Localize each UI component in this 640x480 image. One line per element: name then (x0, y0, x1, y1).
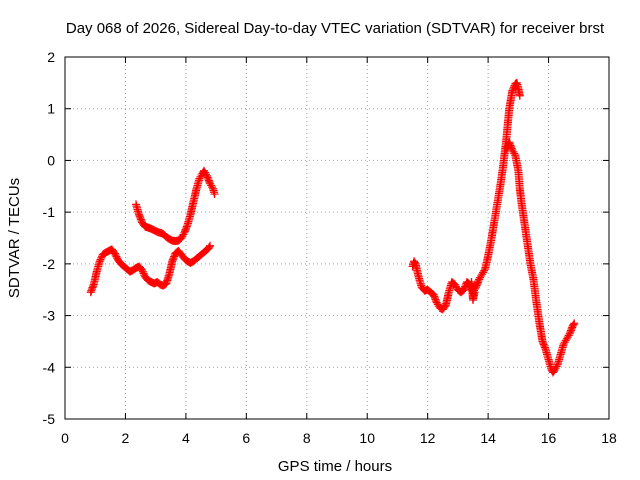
data-point (179, 230, 188, 239)
data-point (480, 266, 489, 275)
data-point (515, 91, 524, 100)
y-tick-label: 0 (47, 152, 55, 168)
grid (65, 57, 609, 419)
data-point (178, 232, 187, 241)
data-point (195, 174, 204, 183)
data-point (206, 179, 215, 188)
x-tick-label: 6 (242, 430, 250, 446)
y-axis-label: SDTVAR / TECUs (6, 178, 23, 298)
data-point (560, 338, 569, 347)
data-point (200, 166, 209, 175)
data-point (207, 181, 216, 190)
data-point (508, 146, 517, 155)
data-point (96, 255, 105, 264)
x-tick-label: 16 (541, 430, 557, 446)
y-tick-label: -1 (43, 204, 56, 220)
series-arc-2 (132, 166, 219, 246)
data-point (210, 190, 219, 199)
data-point (570, 319, 579, 328)
series-arc-3 (408, 78, 524, 314)
data-point (540, 343, 549, 352)
data-point (206, 241, 215, 250)
series-arc-4 (467, 138, 579, 377)
data-point (138, 266, 147, 275)
data-point (474, 276, 483, 285)
data-point (563, 333, 572, 342)
data-point (564, 331, 573, 340)
data-point (470, 288, 479, 297)
data-point (205, 243, 214, 252)
data-point (551, 364, 560, 373)
data-point (476, 273, 485, 282)
data-point (450, 280, 459, 289)
x-tick-label: 2 (122, 430, 130, 446)
y-tick-label: -3 (43, 308, 56, 324)
data-point (138, 267, 147, 276)
data-point (507, 144, 516, 153)
data-point (139, 269, 148, 278)
x-axis-label: GPS time / hours (278, 458, 392, 475)
data-point (432, 297, 441, 306)
x-tick-label: 0 (61, 430, 69, 446)
data-point (196, 172, 205, 181)
data-point (208, 183, 217, 192)
data-point (451, 282, 460, 291)
data-point (475, 275, 484, 284)
y-tick-label: -4 (43, 359, 56, 375)
data-point (510, 149, 519, 158)
data-point (432, 298, 441, 307)
data-point (477, 271, 486, 280)
data-point (478, 270, 487, 279)
data-point (97, 253, 106, 262)
x-tick-label: 8 (303, 430, 311, 446)
data-point (559, 340, 568, 349)
data-point (552, 362, 561, 371)
data-point (550, 365, 559, 374)
y-tick-label: 1 (47, 101, 55, 117)
x-tick-label: 12 (420, 430, 436, 446)
x-tick-label: 10 (359, 430, 375, 446)
data-point (182, 222, 191, 231)
data-point (205, 178, 214, 187)
data-series (86, 78, 579, 377)
y-tick-label: -2 (43, 256, 56, 272)
data-point (95, 257, 104, 266)
data-point (202, 170, 211, 179)
plot-frame (64, 56, 610, 420)
data-point (509, 147, 518, 156)
data-point (509, 84, 518, 93)
data-point (569, 320, 578, 329)
data-point (561, 336, 570, 345)
data-point (177, 234, 186, 242)
data-point (479, 268, 488, 277)
data-point (562, 334, 571, 343)
y-tick-label: -5 (43, 411, 56, 427)
x-tick-label: 18 (601, 430, 617, 446)
series-arc-1 (86, 241, 215, 297)
x-tick-label: 14 (480, 430, 496, 446)
y-tick-label: 2 (47, 49, 55, 65)
data-point (201, 168, 210, 177)
x-tick-label: 4 (182, 430, 190, 446)
chart-title: Day 068 of 2026, Sidereal Day-to-day VTE… (66, 20, 605, 37)
